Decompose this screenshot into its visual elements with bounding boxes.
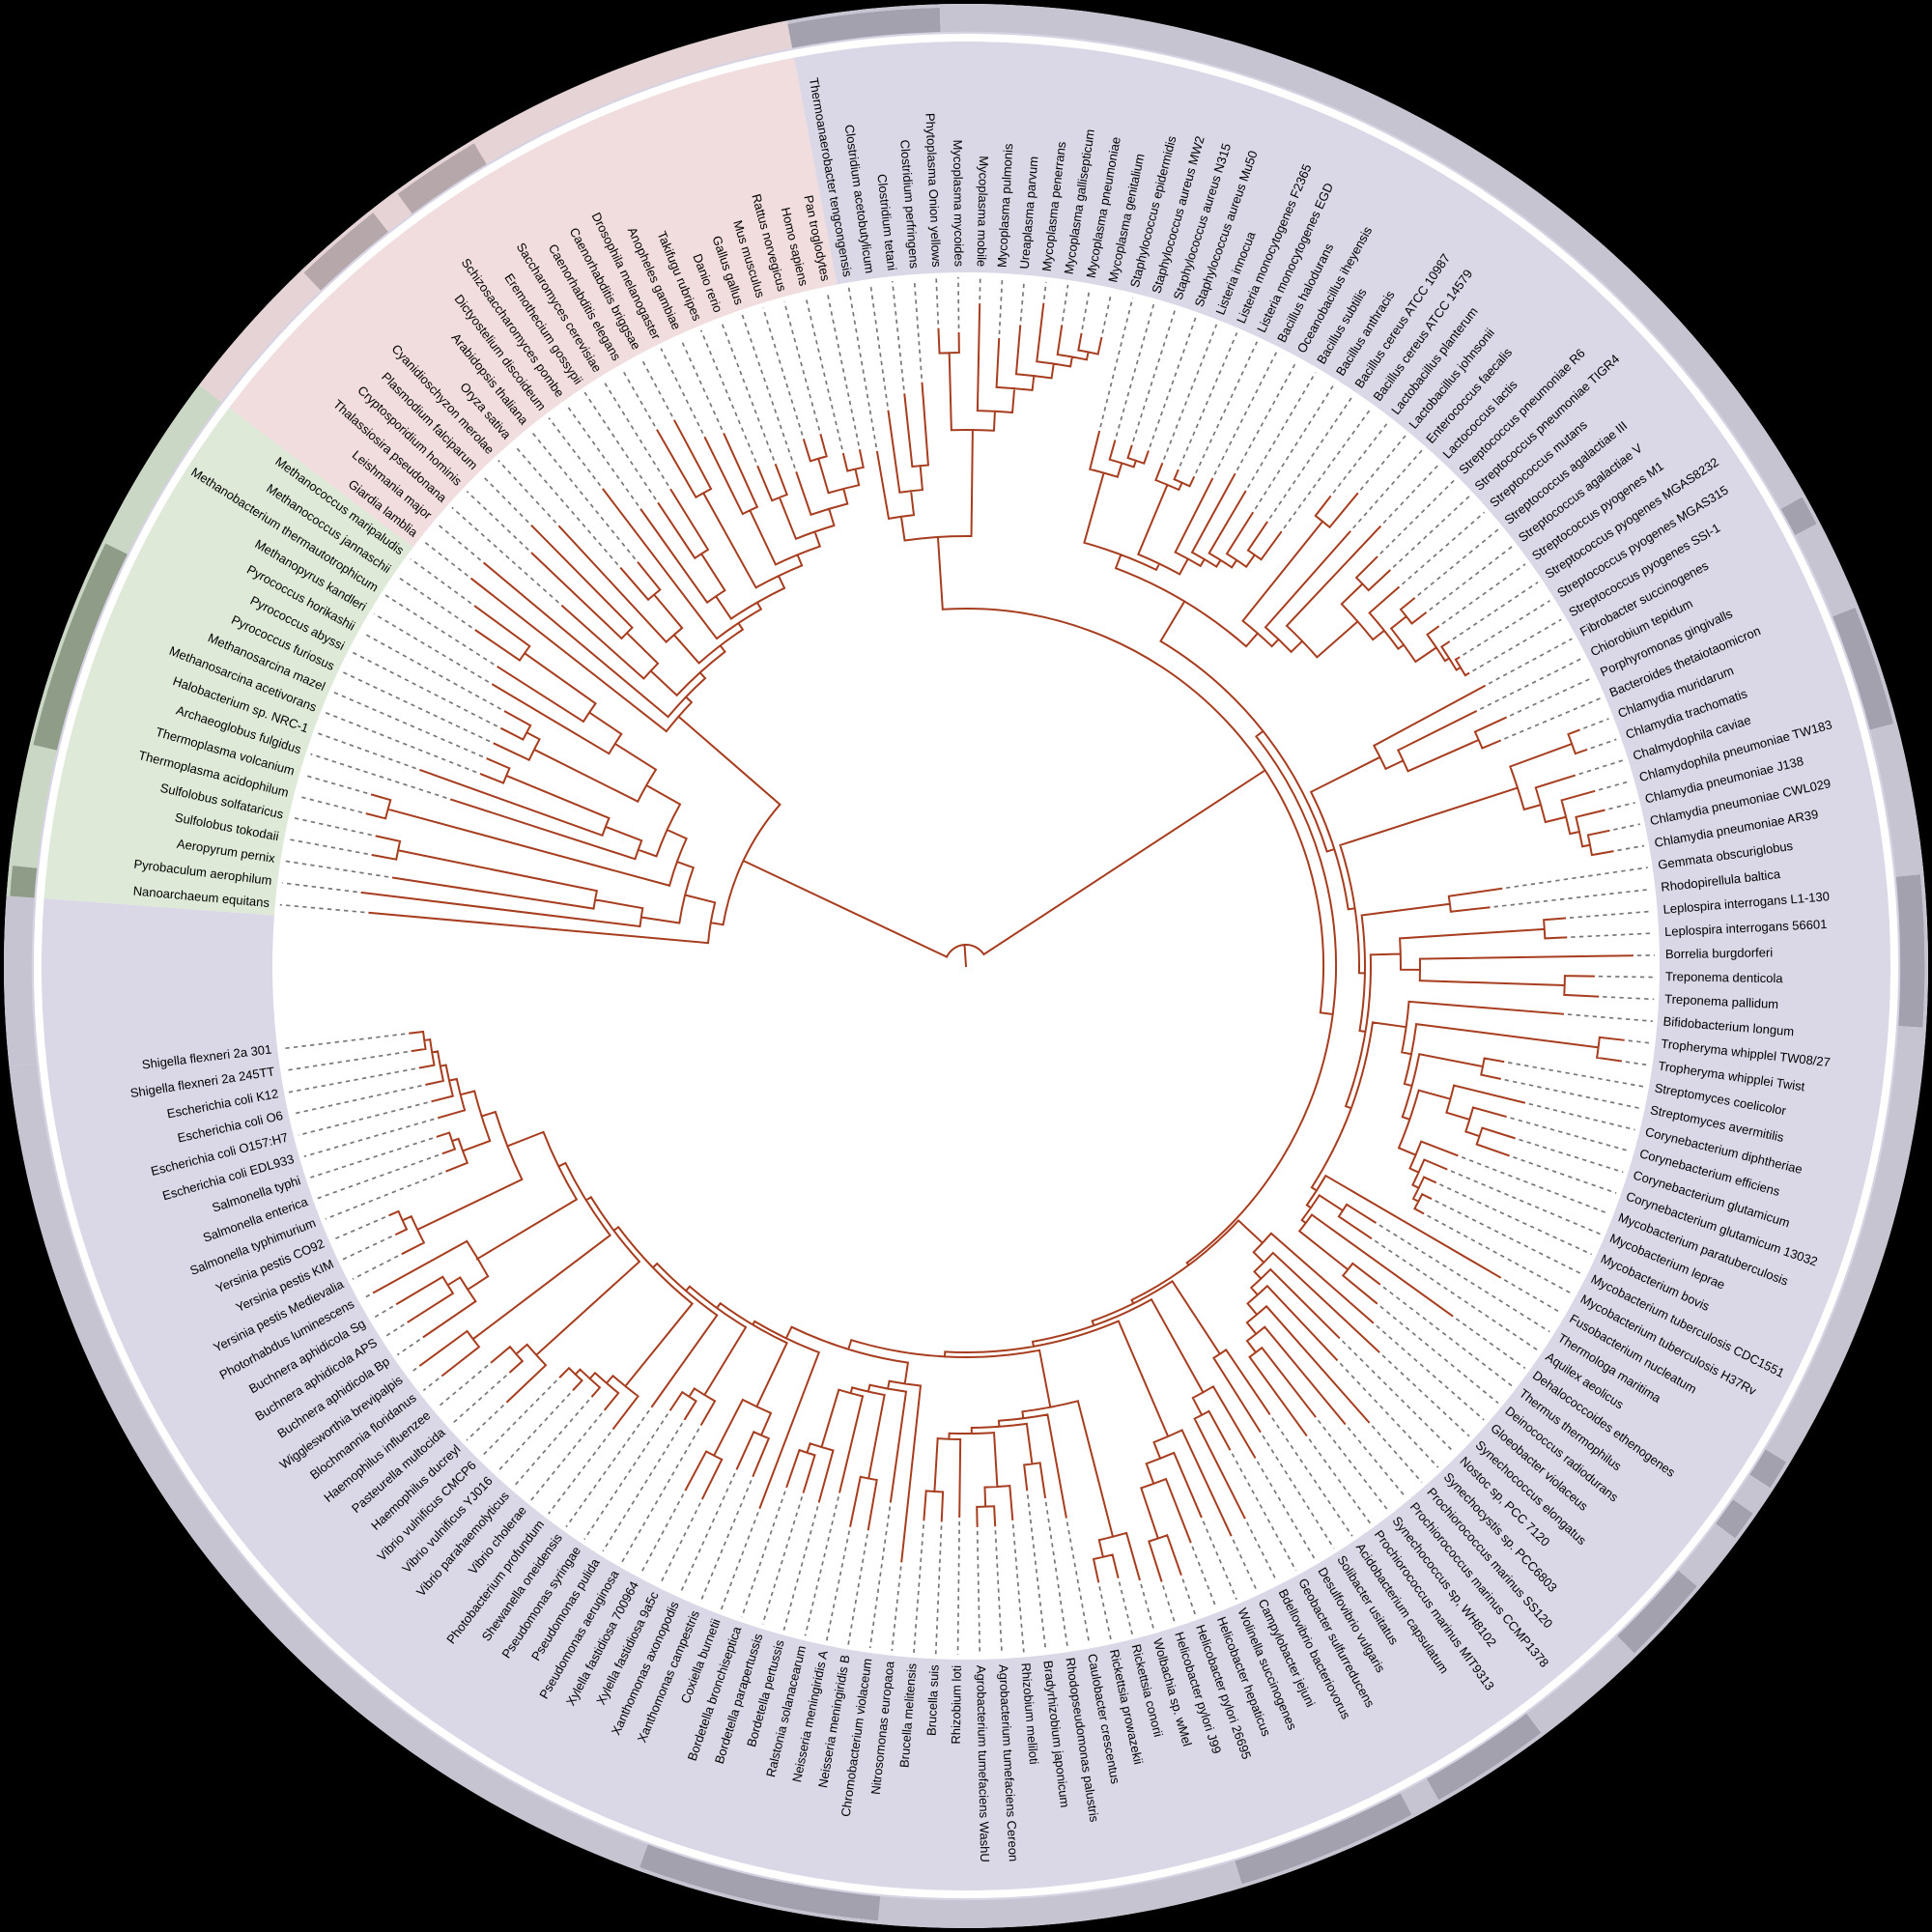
svg-text:Brucella suis: Brucella suis [923, 1663, 941, 1736]
svg-text:Phytoplasma Onion yellows: Phytoplasma Onion yellows [923, 113, 944, 269]
svg-text:Mycoplasma pulmonis: Mycoplasma pulmonis [995, 143, 1016, 269]
svg-text:Treponema denticola: Treponema denticola [1665, 969, 1784, 985]
svg-text:Treponema pallidum: Treponema pallidum [1664, 991, 1779, 1011]
svg-text:Borrelia burgdorferi: Borrelia burgdorferi [1665, 945, 1774, 961]
svg-text:Mycoplasma mycoides: Mycoplasma mycoides [951, 139, 966, 267]
svg-text:Agrobacterium tumefaciens Wash: Agrobacterium tumefaciens WashU [974, 1665, 992, 1862]
svg-text:Mycoplasma mobile: Mycoplasma mobile [975, 156, 991, 267]
svg-text:Rhizobium loti: Rhizobium loti [949, 1665, 964, 1745]
